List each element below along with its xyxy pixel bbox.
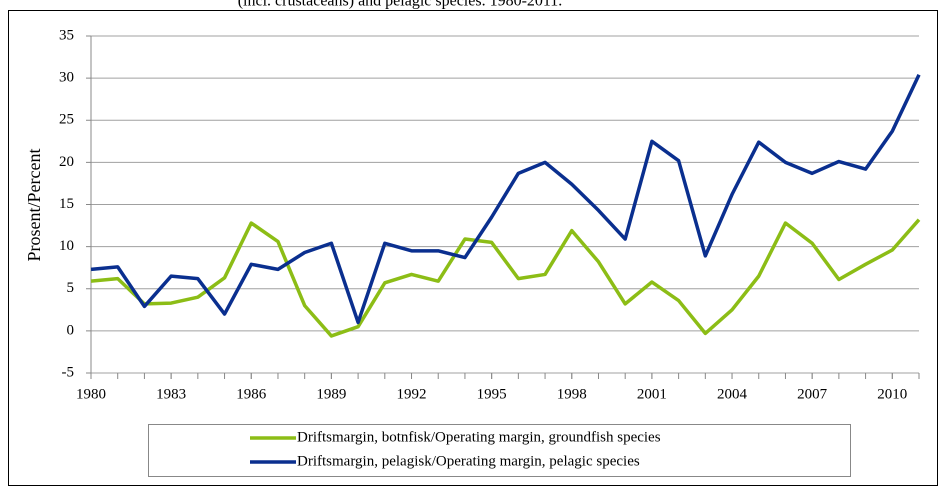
x-tick-label: 2007: [797, 386, 828, 402]
y-tick-label: 5: [67, 280, 75, 296]
legend-label: Driftsmargin, pelagisk/Operating margin,…: [297, 453, 640, 469]
series-line: [90, 218, 921, 338]
chart-title: (incl. crustaceans) and pelagic species.…: [238, 0, 563, 10]
y-tick-label: 35: [59, 27, 74, 43]
y-tick-label: 20: [59, 154, 74, 170]
x-tick-label: 2010: [877, 386, 907, 402]
x-tick-label: 1986: [236, 386, 267, 402]
series-line: [90, 74, 921, 325]
legend-label: Driftsmargin, botnfisk/Operating margin,…: [297, 429, 661, 445]
y-tick-label: 0: [67, 322, 75, 338]
legend-box: [148, 424, 851, 477]
y-tick-label: 15: [59, 196, 74, 212]
x-tick-label: 2001: [637, 386, 667, 402]
y-tick-label: -5: [62, 364, 75, 380]
x-tick-label: 1983: [156, 386, 186, 402]
x-tick-label: 1980: [76, 386, 106, 402]
y-tick-label: 25: [59, 112, 74, 128]
y-axis-label: Prosent/Percent: [24, 149, 44, 262]
x-tick-label: 1995: [477, 386, 507, 402]
x-tick-label: 1992: [397, 386, 427, 402]
x-tick-label: 2004: [717, 386, 748, 402]
y-tick-label: 30: [59, 70, 74, 86]
x-tick-label: 1989: [316, 386, 346, 402]
x-tick-label: 1998: [557, 386, 587, 402]
y-tick-label: 10: [59, 238, 74, 254]
